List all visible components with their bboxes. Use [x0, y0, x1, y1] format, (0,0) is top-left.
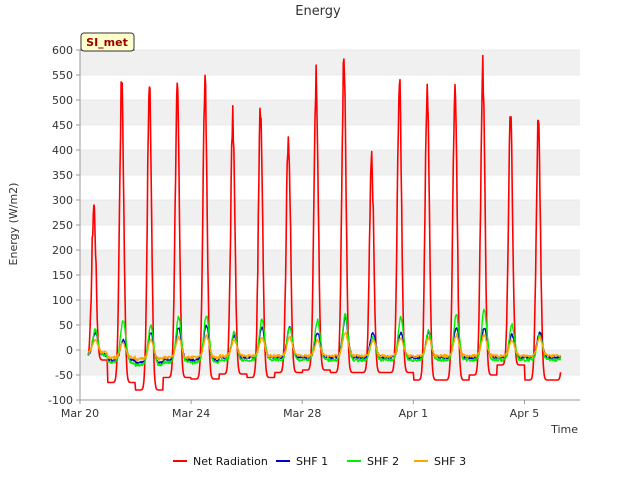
- site-badge-background: [80, 32, 135, 52]
- site-badge-label: SI_met: [86, 36, 128, 49]
- y-tick-label: 200: [52, 244, 73, 257]
- legend: Net Radiation SHF 1 SHF 2 SHF 3: [173, 455, 466, 468]
- series-line-net-radiation: [87, 54, 562, 391]
- legend-label: SHF 3: [434, 455, 466, 468]
- y-tick-label: 450: [52, 119, 73, 132]
- grid-band: [80, 250, 580, 275]
- site-badge: SI_met: [80, 32, 135, 52]
- y-tick-label: 100: [52, 294, 73, 307]
- x-tick-label: Mar 20: [61, 407, 99, 420]
- y-tick-label: 550: [52, 69, 73, 82]
- x-tick-label: Apr 1: [399, 407, 429, 420]
- y-tick-label: 300: [52, 194, 73, 207]
- x-tick-label: Mar 28: [283, 407, 321, 420]
- y-axis-label: Energy (W/m2): [7, 183, 20, 266]
- y-tick-label: 500: [52, 94, 73, 107]
- y-tick-label: 150: [52, 269, 73, 282]
- grid-band: [80, 300, 580, 325]
- legend-label: SHF 2: [367, 455, 399, 468]
- axes: -100 -50 0 50 100 150 200 250 300 350 400 450 500 550…: [48, 44, 580, 420]
- series-line-shf-2: [87, 308, 562, 368]
- legend-item: SHF 3: [414, 455, 466, 468]
- y-tick-label: 50: [59, 319, 73, 332]
- y-tick-label: 350: [52, 169, 73, 182]
- legend-item: SHF 2: [347, 455, 399, 468]
- x-tick-label: Mar 24: [172, 407, 210, 420]
- grid-band: [80, 200, 580, 225]
- y-tick-label: -50: [55, 369, 73, 382]
- y-tick-label: 0: [66, 344, 73, 357]
- chart-title: Energy: [295, 4, 341, 19]
- x-tick-label: Apr 5: [510, 407, 540, 420]
- grid-band: [80, 50, 580, 75]
- y-tick-label: -100: [48, 394, 73, 407]
- series-line-shf-3: [87, 331, 562, 362]
- legend-label: SHF 1: [296, 455, 328, 468]
- x-axis-label: Time: [550, 423, 578, 436]
- legend-item: Net Radiation: [173, 455, 268, 468]
- legend-item: SHF 1: [276, 455, 328, 468]
- y-tick-label: 600: [52, 44, 73, 57]
- y-tick-label: 250: [52, 219, 73, 232]
- y-tick-label: 400: [52, 144, 73, 157]
- legend-label: Net Radiation: [193, 455, 268, 468]
- grid-band: [80, 150, 580, 175]
- series-layer: [87, 54, 562, 391]
- grid-band: [80, 100, 580, 125]
